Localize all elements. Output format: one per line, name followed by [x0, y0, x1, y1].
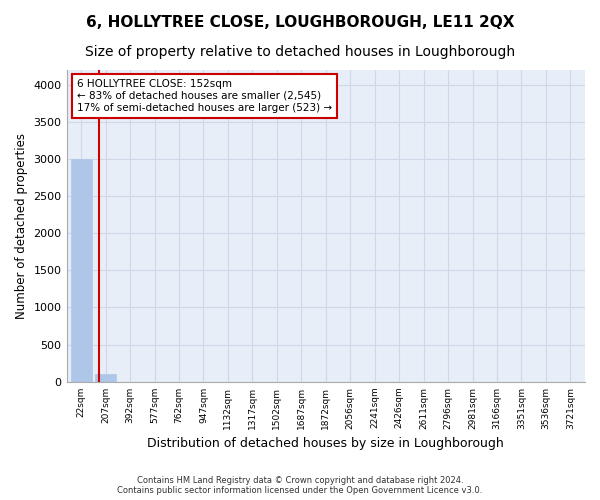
Text: Contains HM Land Registry data © Crown copyright and database right 2024.
Contai: Contains HM Land Registry data © Crown c… — [118, 476, 482, 495]
Bar — [95, 374, 116, 382]
Y-axis label: Number of detached properties: Number of detached properties — [15, 133, 28, 319]
X-axis label: Distribution of detached houses by size in Loughborough: Distribution of detached houses by size … — [148, 437, 504, 450]
Text: 6 HOLLYTREE CLOSE: 152sqm
← 83% of detached houses are smaller (2,545)
17% of se: 6 HOLLYTREE CLOSE: 152sqm ← 83% of detac… — [77, 80, 332, 112]
Text: Size of property relative to detached houses in Loughborough: Size of property relative to detached ho… — [85, 45, 515, 59]
Bar — [71, 159, 92, 382]
Text: 6, HOLLYTREE CLOSE, LOUGHBOROUGH, LE11 2QX: 6, HOLLYTREE CLOSE, LOUGHBOROUGH, LE11 2… — [86, 15, 514, 30]
